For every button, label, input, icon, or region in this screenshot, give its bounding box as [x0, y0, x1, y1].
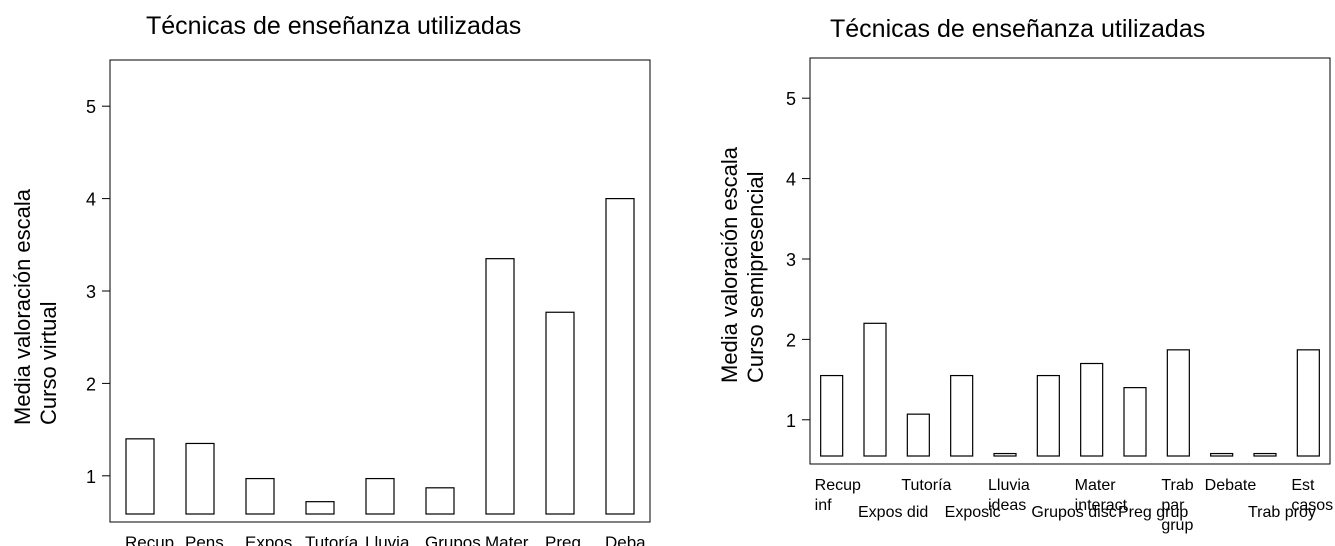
- bar: [1080, 362, 1104, 457]
- x-tick-label: Tutoría: [305, 533, 359, 546]
- bar: [1123, 387, 1147, 457]
- x-tick-label: Penscrit: [185, 533, 224, 546]
- bar: [993, 452, 1017, 457]
- x-tick-label: Grupos disc: [1031, 504, 1116, 521]
- bar: [950, 374, 974, 457]
- bar: [545, 311, 575, 515]
- chart-title: Técnicas de enseñanza utilizadas: [830, 15, 1206, 43]
- bar: [1210, 452, 1234, 457]
- bar: [1166, 349, 1190, 457]
- y-tick-label: 2: [786, 330, 796, 350]
- chart-panel-virtual: Técnicas de enseñanza utilizadas Media v…: [0, 0, 660, 546]
- x-tick-label: Expos did: [858, 504, 928, 521]
- x-tick-label: Deba: [605, 533, 646, 546]
- x-tick-label: Trab proy: [1248, 504, 1316, 521]
- bar: [245, 477, 275, 515]
- bar: [906, 413, 930, 457]
- bar: [365, 477, 395, 515]
- x-tick-label: Preggrupo: [545, 533, 588, 546]
- x-tick-label: Exposic: [945, 504, 1001, 521]
- bar: [425, 487, 455, 515]
- chart-panel-semipresencial: Técnicas de enseñanza utilizadas Media v…: [690, 0, 1335, 546]
- x-tick-label: Debate: [1205, 477, 1257, 494]
- bar: [1296, 349, 1320, 457]
- y-tick-label: 2: [86, 374, 96, 394]
- bar: [185, 442, 215, 515]
- bar: [305, 501, 335, 515]
- y-tick-label: 5: [786, 89, 796, 109]
- bar: [485, 258, 515, 515]
- bar: [125, 438, 155, 515]
- chart-title: Técnicas de enseñanza utilizadas: [146, 12, 522, 40]
- x-tick-label: Est casos: [1291, 477, 1333, 514]
- y-tick-label: 3: [786, 250, 796, 270]
- x-tick-label: Tutoría: [901, 477, 951, 494]
- y-tick-label: 1: [86, 467, 96, 487]
- y-tick-label: 4: [86, 190, 96, 210]
- x-tick-label: Preg grup: [1118, 504, 1188, 521]
- bar: [605, 198, 635, 515]
- y-tick-label: 3: [86, 282, 96, 302]
- y-tick-label: 4: [786, 170, 796, 190]
- bar: [863, 322, 887, 457]
- y-tick-label: 1: [786, 411, 796, 431]
- x-tick-label: Trab par grup: [1161, 477, 1193, 534]
- bar: [1036, 374, 1060, 457]
- bar-chart-semipresencial: 1 2 3 4 5 Recup inf Expos did Tutoría ExposicLluv…: [786, 57, 1333, 534]
- plot-frame: [809, 57, 1331, 465]
- bar: [1253, 452, 1277, 457]
- bar: [820, 374, 844, 457]
- y-tick-label: 5: [86, 97, 96, 117]
